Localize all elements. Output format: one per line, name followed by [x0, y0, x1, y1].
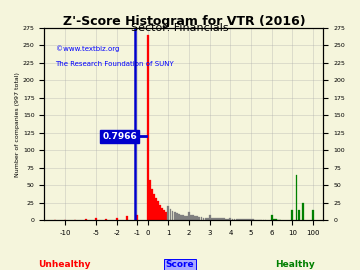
Bar [136, 215, 138, 220]
Bar [188, 212, 190, 220]
Bar [234, 219, 235, 220]
Bar [271, 215, 273, 220]
Text: Healthy: Healthy [275, 260, 315, 269]
Bar [167, 206, 169, 220]
Bar [180, 215, 182, 220]
Bar [250, 219, 252, 220]
Text: Score: Score [166, 260, 194, 269]
Text: ©www.textbiz.org: ©www.textbiz.org [55, 45, 119, 52]
Bar [292, 210, 293, 220]
Bar [207, 218, 208, 220]
Bar [147, 35, 149, 220]
Bar [213, 218, 215, 220]
Bar [105, 219, 107, 220]
Bar [229, 218, 231, 220]
Bar [302, 203, 304, 220]
Bar [211, 218, 213, 220]
Bar [170, 209, 171, 220]
Bar [201, 217, 202, 220]
Bar [153, 194, 155, 220]
Bar [176, 213, 177, 220]
Bar [194, 216, 196, 220]
Bar [163, 210, 165, 220]
Bar [248, 219, 250, 220]
Bar [159, 205, 161, 220]
Bar [186, 216, 188, 220]
Bar [275, 219, 277, 220]
Bar [244, 219, 246, 220]
Bar [252, 219, 254, 220]
Bar [95, 218, 97, 220]
Bar [197, 216, 198, 220]
Bar [151, 189, 153, 220]
Bar [273, 219, 275, 220]
Bar [155, 198, 157, 220]
Bar [298, 210, 300, 220]
Bar [246, 219, 248, 220]
Bar [116, 218, 118, 220]
Bar [236, 219, 238, 220]
Bar [215, 218, 217, 220]
Bar [209, 215, 211, 220]
Bar [240, 219, 242, 220]
Bar [312, 210, 314, 220]
Bar [192, 215, 194, 220]
Text: Sector: Financials: Sector: Financials [131, 23, 229, 33]
Bar [149, 180, 151, 220]
Bar [203, 218, 204, 220]
Bar [126, 216, 128, 220]
Bar [205, 218, 207, 220]
Bar [228, 219, 229, 220]
Bar [219, 218, 221, 220]
Bar [296, 175, 297, 220]
Bar [238, 219, 240, 220]
Y-axis label: Number of companies (997 total): Number of companies (997 total) [15, 72, 20, 177]
Bar [161, 208, 163, 220]
Title: Z'-Score Histogram for VTR (2016): Z'-Score Histogram for VTR (2016) [63, 15, 305, 28]
Bar [165, 212, 167, 220]
Bar [178, 214, 180, 220]
Bar [190, 215, 192, 220]
Text: Unhealthy: Unhealthy [39, 260, 91, 269]
Bar [157, 201, 159, 220]
Bar [174, 212, 176, 220]
Bar [231, 219, 233, 220]
Bar [242, 219, 244, 220]
Bar [85, 219, 87, 220]
Bar [217, 218, 219, 220]
Bar [172, 211, 174, 220]
Bar [182, 215, 184, 220]
Text: The Research Foundation of SUNY: The Research Foundation of SUNY [55, 62, 174, 68]
Bar [225, 219, 227, 220]
Bar [184, 216, 186, 220]
Text: 0.7966: 0.7966 [103, 132, 137, 141]
Bar [223, 218, 225, 220]
Bar [198, 217, 200, 220]
Bar [221, 218, 223, 220]
